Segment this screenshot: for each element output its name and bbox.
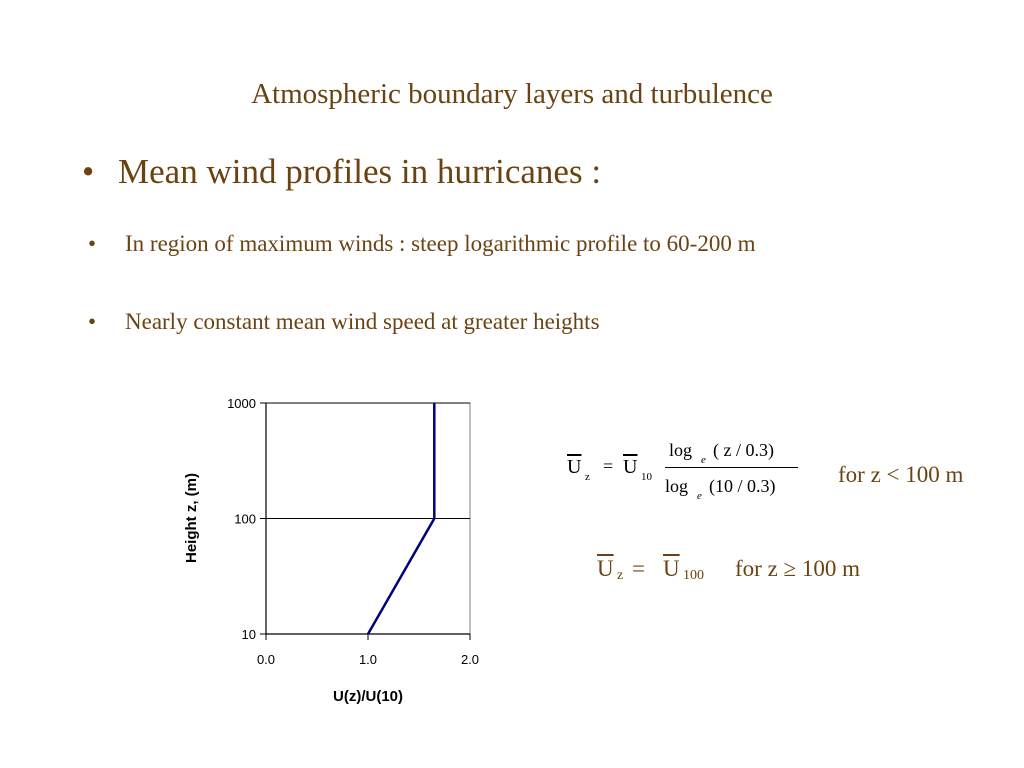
series-line <box>366 403 436 635</box>
eq1-lhs-sub: z <box>585 471 590 483</box>
eq2-lhs: U <box>597 556 614 581</box>
eq1-numerator: log <box>669 440 693 460</box>
equation-2: U z = U 100 for z ≥ 100 m <box>597 548 917 593</box>
x-tick-label: 1.0 <box>359 652 377 667</box>
eq1-num-arg: ( z / 0.3) <box>713 440 774 460</box>
eq1-rhs-sub: 10 <box>641 471 652 483</box>
eq2-condition: for z ≥ 100 m <box>735 556 861 581</box>
x-axis-label: U(z)/U(10) <box>333 688 403 705</box>
main-bullet: • Mean wind profiles in hurricanes : <box>82 152 601 192</box>
equation-1: U z = U 10 log e ( z / 0.3) log e (10 / … <box>567 440 1007 510</box>
bullet-dot: • <box>82 152 95 191</box>
eq2-equals: = <box>632 556 645 581</box>
series-group <box>366 403 436 635</box>
sub-bullet-text: Nearly constant mean wind speed at great… <box>125 309 600 334</box>
tick-labels: 10 100 1000 0.0 1.0 2.0 <box>227 396 479 667</box>
sub-bullet-text: In region of maximum winds : steep logar… <box>125 231 756 256</box>
eq1-num-sub: e <box>701 454 706 466</box>
eq1-equals: = <box>603 456 614 476</box>
y-tick-label: 1000 <box>227 396 256 411</box>
x-tick-label: 2.0 <box>461 652 479 667</box>
eq1-lhs: U <box>567 456 582 478</box>
sub-bullet-2: • Nearly constant mean wind speed at grea… <box>88 309 600 335</box>
eq1-condition: for z < 100 m <box>838 462 964 487</box>
slide-title: Atmospheric boundary layers and turbulen… <box>251 78 773 110</box>
y-tick-label: 10 <box>242 627 256 642</box>
bullet-dot: • <box>88 309 97 334</box>
eq1-den-arg: (10 / 0.3) <box>709 476 776 496</box>
eq2-lhs-sub: z <box>617 568 624 583</box>
wind-profile-chart: 10 100 1000 0.0 1.0 2.0 U(z)/U(10) Height z, … <box>183 396 479 705</box>
sub-bullet-1: • In region of maximum winds : steep loga… <box>88 231 755 257</box>
y-axis-label: Height z, (m) <box>183 473 200 563</box>
eq2-rhs: U <box>663 556 680 581</box>
fraction-bar <box>665 467 798 468</box>
eq1-rhs: U <box>623 456 638 478</box>
main-bullet-text: Mean wind profiles in hurricanes : <box>118 152 602 191</box>
bullet-dot: • <box>88 231 97 256</box>
eq1-den-sub: e <box>697 490 702 502</box>
eq1-denominator: log <box>665 476 689 496</box>
x-tick-label: 0.0 <box>257 652 275 667</box>
eq2-rhs-sub: 100 <box>683 568 704 583</box>
y-tick-label: 100 <box>234 512 256 527</box>
